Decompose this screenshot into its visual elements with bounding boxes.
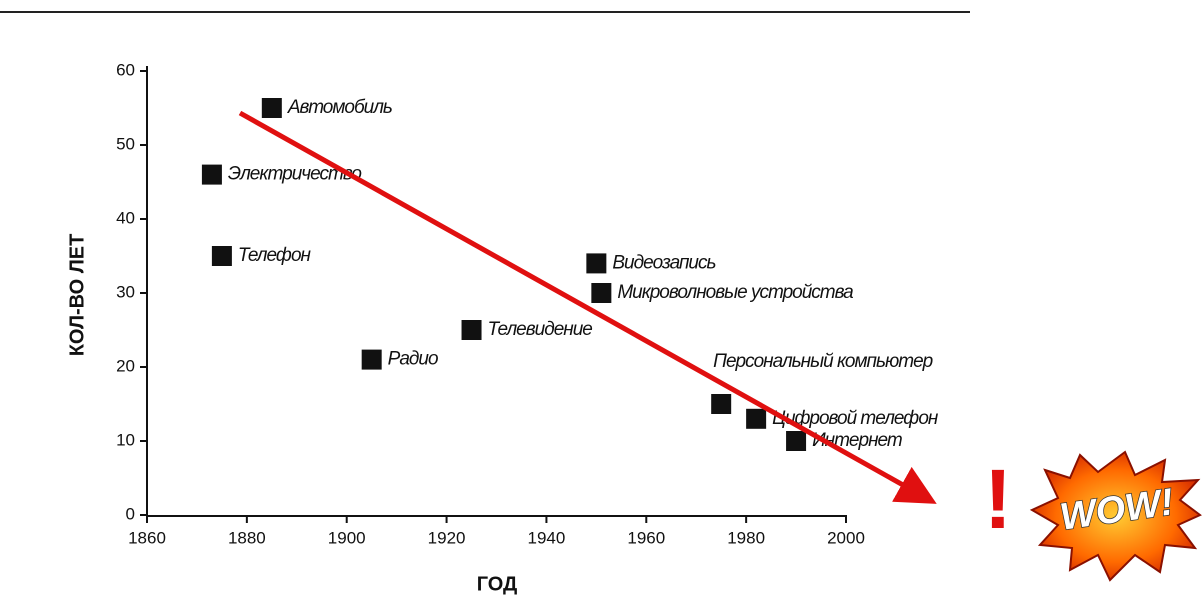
chart: ГОД КОЛ-ВО ЛЕТ 0 10 20 30 40 50 60 1860 1880 1900…: [0, 0, 1204, 601]
y-tick-label: 10: [116, 430, 135, 449]
point: [262, 98, 282, 118]
x-axis-label: ГОД: [477, 573, 518, 595]
x-tick-label: 1980: [727, 528, 765, 547]
page: ГОД КОЛ-ВО ЛЕТ 0 10 20 30 40 50 60 1860 1880 1900…: [0, 0, 1204, 606]
x-tick-label: 1900: [328, 528, 366, 547]
x-tick-label: 1860: [128, 528, 166, 547]
point: [711, 394, 731, 414]
x-tick-label: 1940: [528, 528, 566, 547]
point: [212, 246, 232, 266]
point: [586, 253, 606, 273]
point-label: Телевидение: [488, 319, 593, 340]
x-tick-label: 1920: [428, 528, 466, 547]
point-label: Микроволновые устройства: [617, 282, 853, 303]
y-tick-label: 0: [126, 504, 135, 523]
point-label: Видеозапись: [612, 252, 715, 273]
plot-area: 0 10 20 30 40 50 60 1860 1880 1900 1920 1940 1960 198…: [116, 60, 939, 547]
point: [362, 350, 382, 370]
point: [786, 431, 806, 451]
point-label: Автомобиль: [287, 97, 392, 118]
point: [746, 409, 766, 429]
y-tick-label: 40: [116, 208, 135, 227]
point: [591, 283, 611, 303]
y-tick-label: 50: [116, 134, 135, 153]
y-tick-label: 60: [116, 60, 135, 79]
y-axis-label: КОЛ-ВО ЛЕТ: [66, 234, 88, 357]
trend-arrow: [240, 113, 928, 499]
point-label: Персональный компьютер: [713, 351, 932, 372]
x-tick-label: 1880: [228, 528, 266, 547]
x-tick-label: 2000: [827, 528, 865, 547]
point-label: Телефон: [238, 245, 312, 266]
exclamation: !: [984, 452, 1012, 546]
point: [462, 320, 482, 340]
y-tick-label: 30: [116, 282, 135, 301]
point-label: Радио: [388, 349, 438, 370]
y-tick-label: 20: [116, 356, 135, 375]
x-tick-label: 1960: [627, 528, 665, 547]
point-label: Электричество: [228, 164, 361, 185]
point: [202, 165, 222, 185]
